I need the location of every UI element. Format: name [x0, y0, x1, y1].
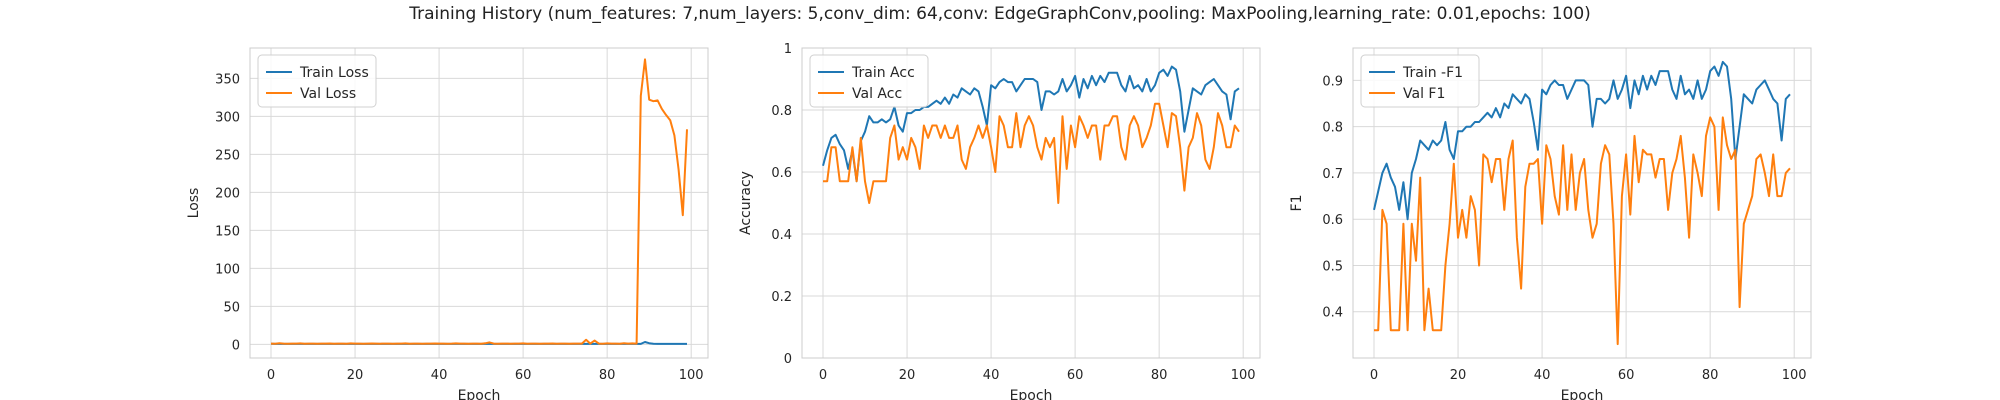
x-tick-label: 100	[1231, 368, 1256, 383]
series-line-1	[1373, 60, 1791, 221]
x-tick-label: 60	[515, 368, 532, 383]
y-tick-label: 0.2	[771, 290, 792, 305]
y-axis-label: Loss	[186, 188, 202, 219]
x-axis-label: Epoch	[458, 388, 501, 400]
axes-frame	[249, 47, 709, 359]
x-tick-label: 60	[1618, 368, 1635, 383]
y-axis-label: Accuracy	[738, 171, 754, 235]
legend-label: Val Loss	[300, 86, 356, 102]
x-tick-label: 80	[1702, 368, 1719, 383]
y-tick-label: 0.5	[1322, 259, 1343, 274]
y-tick-label: 0.8	[1322, 121, 1343, 136]
y-tick-label: 1	[784, 42, 792, 57]
y-tick-label: 250	[215, 148, 240, 163]
y-tick-label: 0.4	[1322, 306, 1343, 321]
x-tick-label: 20	[1450, 368, 1467, 383]
legend: Train -F1 Val F1	[1360, 54, 1480, 108]
x-tick-label: 100	[1782, 368, 1807, 383]
chart-2: 0 20 40 60 80 100 0 0.2 0.4 0.6 0.8 1 Epoch Accuracy T…	[738, 42, 1261, 400]
y-tick-label: 350	[215, 72, 240, 87]
series-line-1	[822, 65, 1240, 183]
legend-label: Val Acc	[852, 86, 902, 102]
y-tick-label: 0.4	[771, 228, 792, 243]
x-tick-label: 80	[599, 368, 616, 383]
x-tick-label: 100	[679, 368, 704, 383]
y-tick-label: 0.6	[1322, 213, 1343, 228]
x-tick-label: 80	[1151, 368, 1168, 383]
axes-frame	[801, 47, 1261, 359]
x-tick-label: 40	[1534, 368, 1551, 383]
x-axis-label: Epoch	[1561, 388, 1604, 400]
legend-label: Train Loss	[299, 65, 369, 81]
y-tick-label: 0.8	[771, 104, 792, 119]
x-tick-label: 0	[819, 368, 827, 383]
y-tick-label: 0.9	[1322, 74, 1343, 89]
x-tick-label: 40	[983, 368, 1000, 383]
y-tick-label: 200	[215, 186, 240, 201]
legend: Train Acc Val Acc	[809, 54, 929, 108]
x-tick-label: 0	[267, 368, 275, 383]
axes-frame	[1352, 47, 1812, 359]
series-line-2	[823, 102, 1240, 204]
y-tick-label: 300	[215, 110, 240, 125]
y-axis-label: F1	[1289, 195, 1305, 212]
y-tick-label: 0	[232, 338, 240, 353]
y-tick-label: 50	[223, 300, 240, 315]
legend-label: Train Acc	[851, 65, 915, 81]
legend-label: Val F1	[1403, 86, 1445, 102]
figure-title: Training History (num_features: 7,num_la…	[409, 4, 1591, 24]
chart-3: 0 20 40 60 80 100 0.4 0.5 0.6 0.7 0.8 0.9 Epoch F1 Tra…	[1289, 47, 1812, 400]
series-line-2	[1374, 116, 1791, 346]
chart-1: 0 20 40 60 80 100 0 50 100 150 200 250 300 350 Epoch Lo…	[186, 47, 709, 400]
legend-label: Train -F1	[1402, 65, 1463, 81]
y-tick-label: 150	[215, 224, 240, 239]
x-tick-label: 40	[431, 368, 448, 383]
x-axis-label: Epoch	[1010, 388, 1053, 400]
x-tick-label: 60	[1067, 368, 1084, 383]
x-tick-label: 20	[347, 368, 364, 383]
y-tick-label: 0.6	[771, 166, 792, 181]
y-tick-label: 0	[784, 352, 792, 367]
y-tick-label: 0.7	[1322, 167, 1343, 182]
x-tick-label: 0	[1370, 368, 1378, 383]
x-tick-label: 20	[899, 368, 916, 383]
y-tick-label: 100	[215, 262, 240, 277]
legend: Train Loss Val Loss	[257, 54, 377, 108]
series-line-2	[270, 58, 688, 345]
